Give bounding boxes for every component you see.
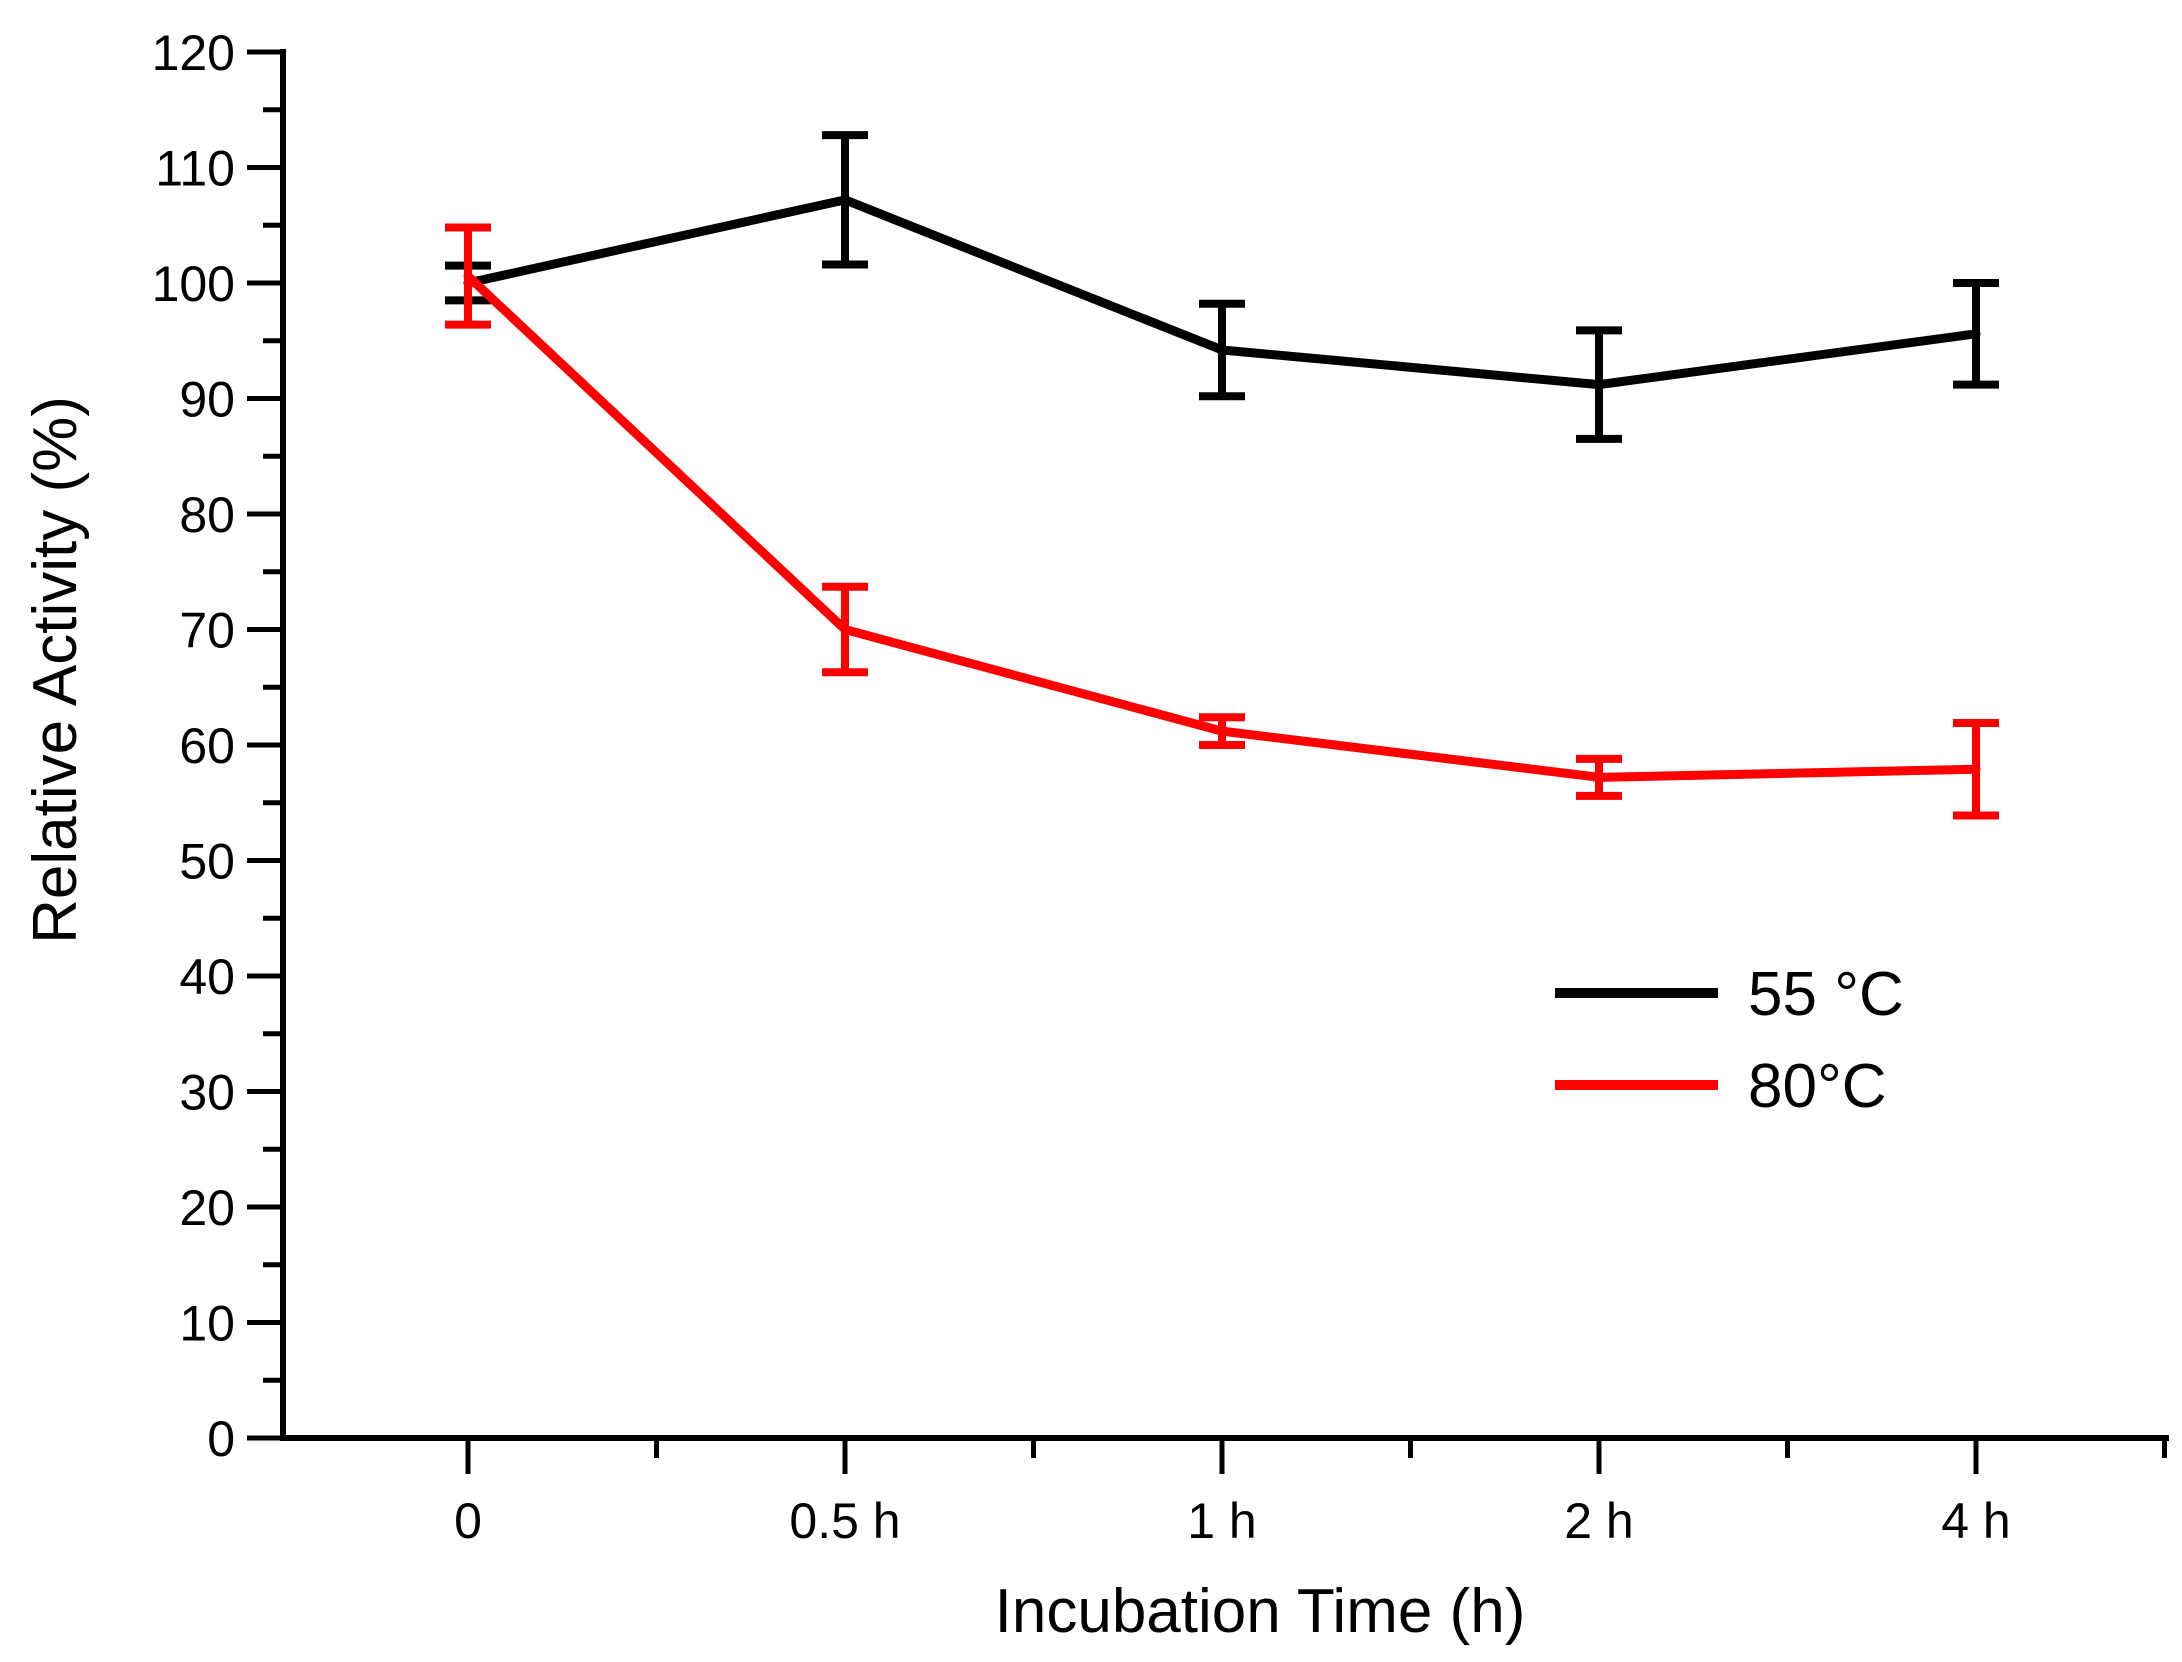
y-tick-label: 20: [179, 1180, 235, 1236]
error-bar: [1576, 326, 1622, 443]
y-tick-label: 10: [179, 1296, 235, 1352]
y-tick-label: 70: [179, 603, 235, 659]
x-tick-label: 1 h: [1187, 1493, 1257, 1549]
error-bar: [1953, 279, 1999, 389]
y-tick-label: 90: [179, 372, 235, 428]
y-axis-title: Relative Activity (%): [21, 396, 90, 944]
x-tick-label: 2 h: [1564, 1493, 1634, 1549]
y-tick-label: 0: [207, 1411, 235, 1467]
error-bar: [822, 131, 868, 269]
x-tick-label: 0.5 h: [789, 1493, 900, 1549]
legend-label-1: 55 °C: [1748, 960, 1904, 1029]
y-tick-label: 30: [179, 1065, 235, 1121]
error-bar: [822, 582, 868, 677]
y-tick-label: 110: [155, 141, 235, 197]
error-bar: [445, 223, 491, 329]
plot-area: [445, 131, 1999, 820]
x-tick-label: 0: [454, 1493, 482, 1549]
axes: 0 10 20 30 40 50 60 70 80 90 100 110 120 0 0.5 h 1 h 2 h…: [152, 25, 2169, 1549]
legend: 55 °C 80°C: [1555, 960, 1904, 1121]
y-tick-label: 60: [179, 718, 235, 774]
error-bar: [1199, 713, 1245, 749]
x-tick-label: 4 h: [1941, 1493, 2011, 1549]
y-tick-label: 50: [179, 834, 235, 890]
legend-label-2: 80°C: [1748, 1052, 1887, 1121]
x-axis-title: Incubation Time (h): [995, 1577, 1526, 1646]
y-tick-label: 80: [179, 487, 235, 543]
error-bar: [1576, 754, 1622, 800]
error-bar: [1199, 299, 1245, 401]
error-bar: [1953, 719, 1999, 820]
y-tick-label: 40: [179, 949, 235, 1005]
y-tick-label: 120: [152, 25, 235, 81]
y-tick-label: 100: [152, 256, 235, 312]
